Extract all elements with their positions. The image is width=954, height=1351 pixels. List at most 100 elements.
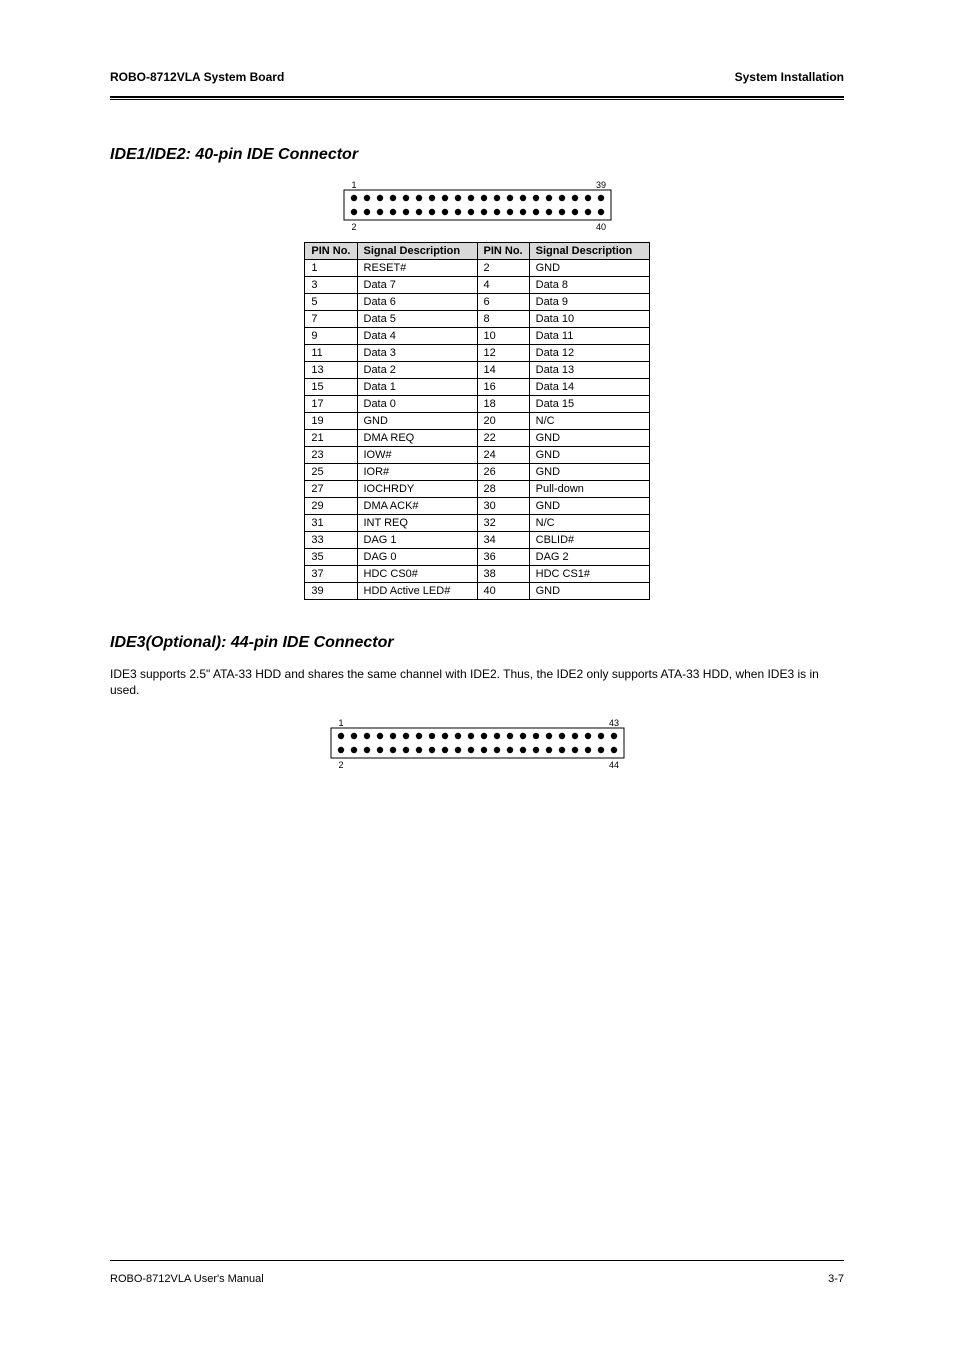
pin-cell: 29 <box>305 498 357 515</box>
signal-cell: Data 4 <box>357 328 477 345</box>
table-row: 17Data 018Data 15 <box>305 396 649 413</box>
signal-cell: Data 14 <box>529 379 649 396</box>
signal-cell: Data 10 <box>529 311 649 328</box>
pin-cell: 1 <box>305 260 357 277</box>
pin-cell: 38 <box>477 566 529 583</box>
ide44-desc: IDE3 supports 2.5" ATA-33 HDD and shares… <box>110 666 844 698</box>
signal-cell: GND <box>529 583 649 600</box>
connector-40pin: 1 39 2 40 <box>342 178 613 236</box>
col-signal-b: Signal Description <box>529 243 649 260</box>
pin-cell: 14 <box>477 362 529 379</box>
table-row: 19GND20N/C <box>305 413 649 430</box>
signal-cell: IOW# <box>357 447 477 464</box>
table-row: 5Data 66Data 9 <box>305 294 649 311</box>
table-row: 1RESET#2GND <box>305 260 649 277</box>
signal-cell: DAG 1 <box>357 532 477 549</box>
pin-cell: 31 <box>305 515 357 532</box>
pin-cell: 7 <box>305 311 357 328</box>
pin-cell: 5 <box>305 294 357 311</box>
signal-cell: GND <box>529 260 649 277</box>
section-ide40: IDE1/IDE2: 40-pin IDE Connector 139240 P… <box>110 146 844 600</box>
table-row: 13Data 214Data 13 <box>305 362 649 379</box>
signal-cell: CBLID# <box>529 532 649 549</box>
page: ROBO-8712VLA System Board System Install… <box>0 0 954 1351</box>
pin-cell: 23 <box>305 447 357 464</box>
book-title: ROBO-8712VLA System Board <box>110 70 284 84</box>
table-row: 25IOR#26GND <box>305 464 649 481</box>
signal-cell: Data 9 <box>529 294 649 311</box>
signal-cell: HDD Active LED# <box>357 583 477 600</box>
pin-cell: 13 <box>305 362 357 379</box>
pin-cell: 10 <box>477 328 529 345</box>
pin-cell: 12 <box>477 345 529 362</box>
footer-page: 3-7 <box>828 1273 844 1285</box>
pin-cell: 22 <box>477 430 529 447</box>
pin-cell: 15 <box>305 379 357 396</box>
svg-text:40: 40 <box>595 222 605 232</box>
signal-cell: Data 7 <box>357 277 477 294</box>
signal-cell: HDC CS1# <box>529 566 649 583</box>
svg-text:2: 2 <box>338 760 343 770</box>
pin-cell: 27 <box>305 481 357 498</box>
pin-cell: 19 <box>305 413 357 430</box>
svg-text:2: 2 <box>351 222 356 232</box>
pin-cell: 4 <box>477 277 529 294</box>
table-row: 39HDD Active LED#40GND <box>305 583 649 600</box>
pin-cell: 3 <box>305 277 357 294</box>
table-row: 31INT REQ32N/C <box>305 515 649 532</box>
col-pin-b: PIN No. <box>477 243 529 260</box>
table-row: 9Data 410Data 11 <box>305 328 649 345</box>
col-pin-a: PIN No. <box>305 243 357 260</box>
table-row: 11Data 312Data 12 <box>305 345 649 362</box>
signal-cell: HDC CS0# <box>357 566 477 583</box>
pin-cell: 32 <box>477 515 529 532</box>
signal-cell: Data 6 <box>357 294 477 311</box>
svg-text:39: 39 <box>595 180 605 190</box>
section-ide44: IDE3(Optional): 44-pin IDE Connector IDE… <box>110 634 844 774</box>
signal-cell: DMA ACK# <box>357 498 477 515</box>
table-row: 21DMA REQ22GND <box>305 430 649 447</box>
signal-cell: GND <box>529 447 649 464</box>
header-row: ROBO-8712VLA System Board System Install… <box>110 70 844 84</box>
pin-cell: 24 <box>477 447 529 464</box>
table-row: 7Data 58Data 10 <box>305 311 649 328</box>
table-row: 23IOW#24GND <box>305 447 649 464</box>
signal-cell: GND <box>529 498 649 515</box>
signal-cell: Data 11 <box>529 328 649 345</box>
signal-cell: Data 12 <box>529 345 649 362</box>
pin-cell: 8 <box>477 311 529 328</box>
signal-cell: DAG 2 <box>529 549 649 566</box>
svg-text:44: 44 <box>608 760 618 770</box>
connector-44pin: 143244 <box>329 716 626 774</box>
ide44-title: IDE3(Optional): 44-pin IDE Connector <box>110 634 844 652</box>
signal-cell: Pull-down <box>529 481 649 498</box>
signal-cell: N/C <box>529 413 649 430</box>
pin-cell: 18 <box>477 396 529 413</box>
col-signal-a: Signal Description <box>357 243 477 260</box>
pin-cell: 26 <box>477 464 529 481</box>
signal-cell: Data 13 <box>529 362 649 379</box>
signal-cell: Data 8 <box>529 277 649 294</box>
table-row: 29DMA ACK#30GND <box>305 498 649 515</box>
pin-cell: 20 <box>477 413 529 430</box>
signal-cell: Data 0 <box>357 396 477 413</box>
signal-cell: Data 1 <box>357 379 477 396</box>
pin-cell: 21 <box>305 430 357 447</box>
ide40-pin-table: PIN No. Signal Description PIN No. Signa… <box>304 242 649 600</box>
signal-cell: INT REQ <box>357 515 477 532</box>
pin-cell: 34 <box>477 532 529 549</box>
svg-text:1: 1 <box>338 718 343 728</box>
table-row: 27IOCHRDY28Pull-down <box>305 481 649 498</box>
table-row: 3Data 74Data 8 <box>305 277 649 294</box>
pin-cell: 2 <box>477 260 529 277</box>
pin-cell: 25 <box>305 464 357 481</box>
signal-cell: Data 2 <box>357 362 477 379</box>
pin-cell: 9 <box>305 328 357 345</box>
table-row: 33DAG 134CBLID# <box>305 532 649 549</box>
svg-text:1: 1 <box>351 180 356 190</box>
pin-cell: 39 <box>305 583 357 600</box>
signal-cell: RESET# <box>357 260 477 277</box>
footer-doc-id: ROBO-8712VLA User's Manual <box>110 1273 264 1285</box>
table-header-row: PIN No. Signal Description PIN No. Signa… <box>305 243 649 260</box>
chapter-title: System Installation <box>735 70 844 84</box>
